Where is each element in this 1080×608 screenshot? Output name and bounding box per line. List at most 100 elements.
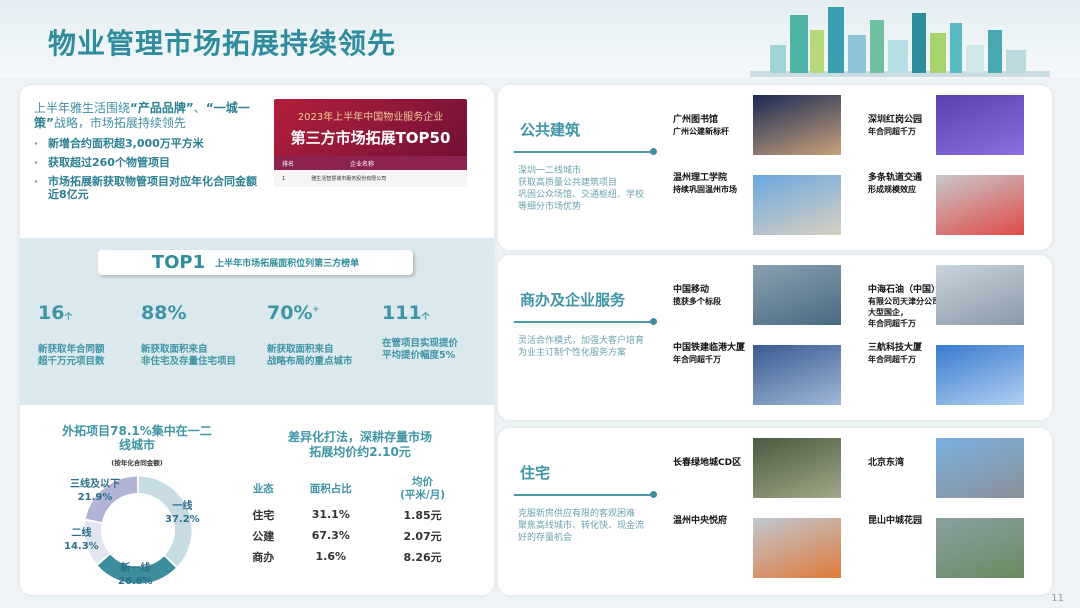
item-name: 温州中央悦府 xyxy=(673,516,728,526)
item-name: 中海石油（中国） xyxy=(868,285,941,295)
project-caption: 深圳红岗公园 年合同超千万 xyxy=(868,115,922,137)
item-sub: 广州公建新标杆 xyxy=(673,127,729,136)
stat-item: 111个 在管项目实现提价 平均提价幅度5% xyxy=(382,302,494,362)
section-description: 深圳一二线城市 获取高质量公共建筑项目 巩固公众场馆、交通枢纽、学校 等细分市场优势 xyxy=(518,165,668,213)
slice-value: 14.3% xyxy=(64,541,99,552)
section-description: 克服新房供应有限的客观困难 聚焦高线城市、转化快、现金流 好的存量机会 xyxy=(518,508,668,544)
project-photo xyxy=(753,95,841,155)
project-photo xyxy=(936,175,1024,235)
stat-item: 88% 新获取面积来自 非住宅及存量住宅项目 xyxy=(141,302,261,368)
project-caption: 中国移动揽获多个标段 xyxy=(673,285,721,307)
project-photo xyxy=(753,345,841,405)
section-desc-line: 灵活合作模式，加强大客户培育 xyxy=(518,336,645,346)
section-desc-line: 克服新房供应有限的客观困难 xyxy=(518,509,636,519)
section-desc-line: 为业主订制个性化服务方案 xyxy=(518,348,627,358)
slice-category: 一线 xyxy=(172,501,193,512)
stat-unit: 个 xyxy=(64,312,73,321)
item-sub: 持续巩固温州市场 xyxy=(673,185,737,194)
stat-desc: 新获取面积来自 xyxy=(267,344,334,355)
project-caption: 昆山中城花园 xyxy=(868,516,922,527)
donut-slice xyxy=(97,554,176,584)
item-name: 昆山中城花园 xyxy=(868,516,923,526)
donut-slice xyxy=(138,476,192,567)
section-title: 商办及企业服务 xyxy=(520,291,626,309)
intro-quote-2: “一城一策” xyxy=(34,101,250,130)
project-caption: 温州理工学院 持续巩固温州市场 xyxy=(673,173,737,195)
intro-quote-1: “产品品牌” xyxy=(130,101,194,115)
project-photo xyxy=(936,518,1024,578)
project-caption: 广州图书馆广州公建新标杆 xyxy=(673,115,729,137)
cell: 商办 xyxy=(252,550,275,564)
stat-desc: 非住宅及存量住宅项目 xyxy=(141,356,237,367)
section-desc-line: 好的存量机会 xyxy=(518,533,573,543)
project-caption: 中海石油（中国） 有限公司天津分公司 大型国企， 年合同超千万 xyxy=(868,285,940,329)
cell: 1.6% xyxy=(315,550,347,563)
award-table-header: 排名 企业名称 xyxy=(274,156,467,170)
item-sub: 形成规模效应 xyxy=(868,185,916,194)
section-desc-line: 等细分市场优势 xyxy=(518,202,582,212)
item-name: 广州图书馆 xyxy=(673,115,719,125)
col-header: 均价 (平米/月) xyxy=(375,474,470,504)
cell: 1.85元 xyxy=(403,508,442,522)
item-name: 温州理工学院 xyxy=(673,173,728,183)
cell: 31.1% xyxy=(311,508,350,521)
project-caption: 温州中央悦府 xyxy=(673,516,727,527)
price-table-title: 差异化打法，深耕存量市场 拓展均价约2.10元 xyxy=(250,430,470,460)
page-title: 物业管理市场拓展持续领先 xyxy=(48,27,397,60)
item-name: 多条轨道交通 xyxy=(868,173,923,183)
section-desc-line: 深圳一二线城市 xyxy=(518,166,582,176)
item-name: 深圳红岗公园 xyxy=(868,115,923,125)
section-desc-line: 巩固公众场馆、交通枢纽、学校 xyxy=(518,190,645,200)
cell: 公建 xyxy=(252,529,275,543)
item-name: 中国移动 xyxy=(673,285,710,295)
cell: 67.3% xyxy=(311,529,350,542)
item-sub: 年合同超千万 xyxy=(868,127,916,136)
stat-value: 70% xyxy=(267,302,313,324)
top1-label: TOP1 xyxy=(151,252,206,273)
bullet-item: 获取超过260个物管项目 xyxy=(34,156,264,169)
project-photo xyxy=(936,345,1024,405)
slice-category: 三线及以下 xyxy=(70,479,120,490)
col-header: 业态 xyxy=(252,482,274,495)
item-sub: 揽获多个标段 xyxy=(673,297,721,306)
project-caption: 北京东湾 xyxy=(868,458,904,469)
slice-category: 新一线 xyxy=(120,563,151,574)
stat-desc: 新获取面积来自 xyxy=(141,344,208,355)
stat-value: 88% xyxy=(141,302,187,324)
project-photo xyxy=(753,438,841,498)
item-sub: 年合同超千万 xyxy=(868,319,916,328)
section-divider xyxy=(514,491,657,498)
intro-bullets: 新增合约面积超3,000万平方米 获取超过260个物管项目 市场拓展新获取物管项… xyxy=(34,137,264,201)
bullet-item: 市场拓展新获取物管项目对应年化合同金额近8亿元 xyxy=(34,175,264,201)
section-desc-line: 聚焦高线城市、转化快、现金流 xyxy=(518,521,645,531)
item-name: 长春绿地城CD区 xyxy=(673,458,742,468)
city-skyline-illustration xyxy=(750,7,1050,77)
slice-category: 二线 xyxy=(71,528,92,539)
stat-desc: 平均提价幅度5% xyxy=(382,350,456,361)
intro-text: 上半年雅生活围绕“产品品牌”、“一城一策”战略，市场拓展持续领先 新增合约面积超… xyxy=(34,101,264,201)
section-title: 公共建筑 xyxy=(520,121,581,139)
item-name: 中国铁建临港大厦 xyxy=(673,343,746,353)
price-table: 业态 面积占比 均价 (平米/月) 住宅 31.1% 1.85元 公建 67.3% 2.07元… xyxy=(240,474,470,567)
item-name: 三航科技大厦 xyxy=(868,343,923,353)
slice-value: 37.2% xyxy=(165,514,200,525)
cell: 8.26元 xyxy=(403,550,442,564)
stat-desc: 新获取年合同额 xyxy=(38,344,105,355)
section-description: 灵活合作模式，加强大客户培育 为业主订制个性化服务方案 xyxy=(518,335,668,359)
table-row: 商办 1.6% 8.26元 xyxy=(240,546,470,567)
donut-label: 一线 37.2% xyxy=(165,500,200,526)
donut-label: 二线 14.3% xyxy=(64,527,99,553)
section-title: 住宅 xyxy=(520,464,551,482)
award-title: 第三方市场拓展TOP50 xyxy=(290,129,451,147)
stat-item: 70%+ 新获取面积来自 战略布局的重点城市 xyxy=(267,302,387,368)
stat-item: 16个 新获取年合同额 超千万元项目数 xyxy=(38,302,158,368)
project-caption: 中国铁建临港大厦 年合同超千万 xyxy=(673,343,745,365)
donut-title: 外拓项目78.1%集中在一二线城市 xyxy=(62,424,212,452)
slice-value: 26.6% xyxy=(118,576,153,587)
stat-unit: + xyxy=(312,304,320,314)
project-photo xyxy=(753,175,841,235)
table-row: 公建 67.3% 2.07元 xyxy=(240,525,470,546)
city-tier-donut-chart xyxy=(84,476,192,584)
stats-band: TOP1 上半年市场拓展面积位列第三方榜单 16个 新获取年合同额 超千万元项目数 … xyxy=(20,238,494,405)
project-photo xyxy=(936,265,1024,325)
